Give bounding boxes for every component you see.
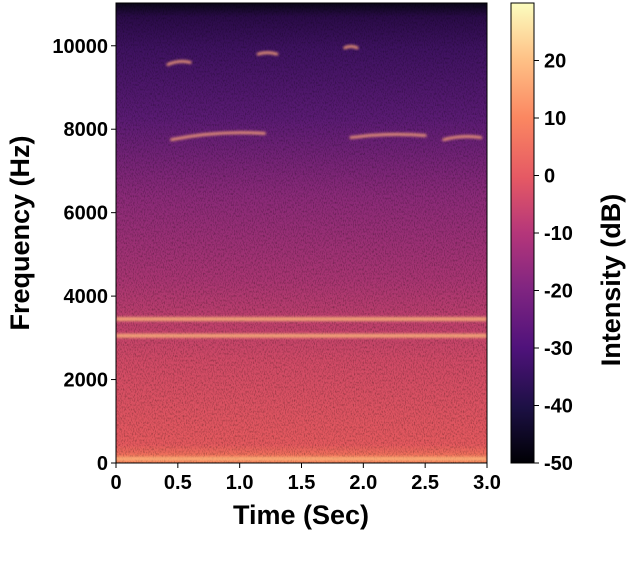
x-tick-label: 2.5 <box>411 472 439 494</box>
spectrogram-whistle-trace <box>166 59 192 67</box>
colorbar-tick-label: 20 <box>544 51 566 73</box>
colorbar-gradient <box>510 2 535 464</box>
colorbar-tick-label: -20 <box>544 281 573 303</box>
spectrogram-whistle-trace <box>343 44 359 50</box>
colorbar-tick-label: -50 <box>544 453 573 475</box>
spectrogram-whistle-trace <box>256 51 279 56</box>
colorbar-tick-label: 0 <box>544 166 555 188</box>
spectrogram-band <box>116 333 487 338</box>
spectrogram-texture <box>116 3 487 463</box>
x-tick-label: 0 <box>110 472 121 494</box>
x-tick-label: 0.5 <box>164 472 192 494</box>
y-tick-label: 10000 <box>52 36 108 58</box>
x-tick-label: 3.0 <box>473 472 501 494</box>
spectrogram-whistle-trace <box>170 131 266 142</box>
x-tick-label: 1.0 <box>226 472 254 494</box>
y-axis-label: Frequency (Hz) <box>5 135 35 330</box>
colorbar-ticks: 20 10 0 -10 -20 -30 -40 -50 <box>534 51 573 475</box>
colorbar-tick-label: 10 <box>544 108 566 130</box>
x-tick-label: 1.5 <box>288 472 316 494</box>
y-tick-label: 0 <box>97 453 108 475</box>
spectrogram-plot-area <box>116 3 487 463</box>
colorbar-tick-label: -40 <box>544 396 573 418</box>
x-tick-label: 2.0 <box>349 472 377 494</box>
y-tick-label: 4000 <box>64 286 109 308</box>
x-axis-ticks: 0 0.5 1.0 1.5 2.0 2.5 3.0 <box>110 463 501 494</box>
spectrogram-features <box>116 44 487 461</box>
colorbar: 20 10 0 -10 -20 -30 -40 -50 Intensity (dB) <box>510 2 626 475</box>
y-tick-label: 2000 <box>64 370 109 392</box>
colorbar-tick-label: -30 <box>544 338 573 360</box>
colorbar-label: Intensity (dB) <box>596 194 626 367</box>
y-tick-label: 8000 <box>64 119 109 141</box>
y-axis-ticks: 0 2000 4000 6000 8000 10000 <box>52 36 116 475</box>
spectrogram-whistle-trace <box>442 134 483 142</box>
spectrogram-band <box>116 456 487 461</box>
spectrogram-band <box>116 317 487 322</box>
colorbar-tick-label: -10 <box>544 223 573 245</box>
spectrogram-whistle-trace <box>349 132 427 140</box>
axes: 0 0.5 1.0 1.5 2.0 2.5 3.0 0 2000 4000 6000 8000 100… <box>5 2 501 530</box>
x-axis-label: Time (Sec) <box>233 500 369 530</box>
y-tick-label: 6000 <box>64 203 109 225</box>
